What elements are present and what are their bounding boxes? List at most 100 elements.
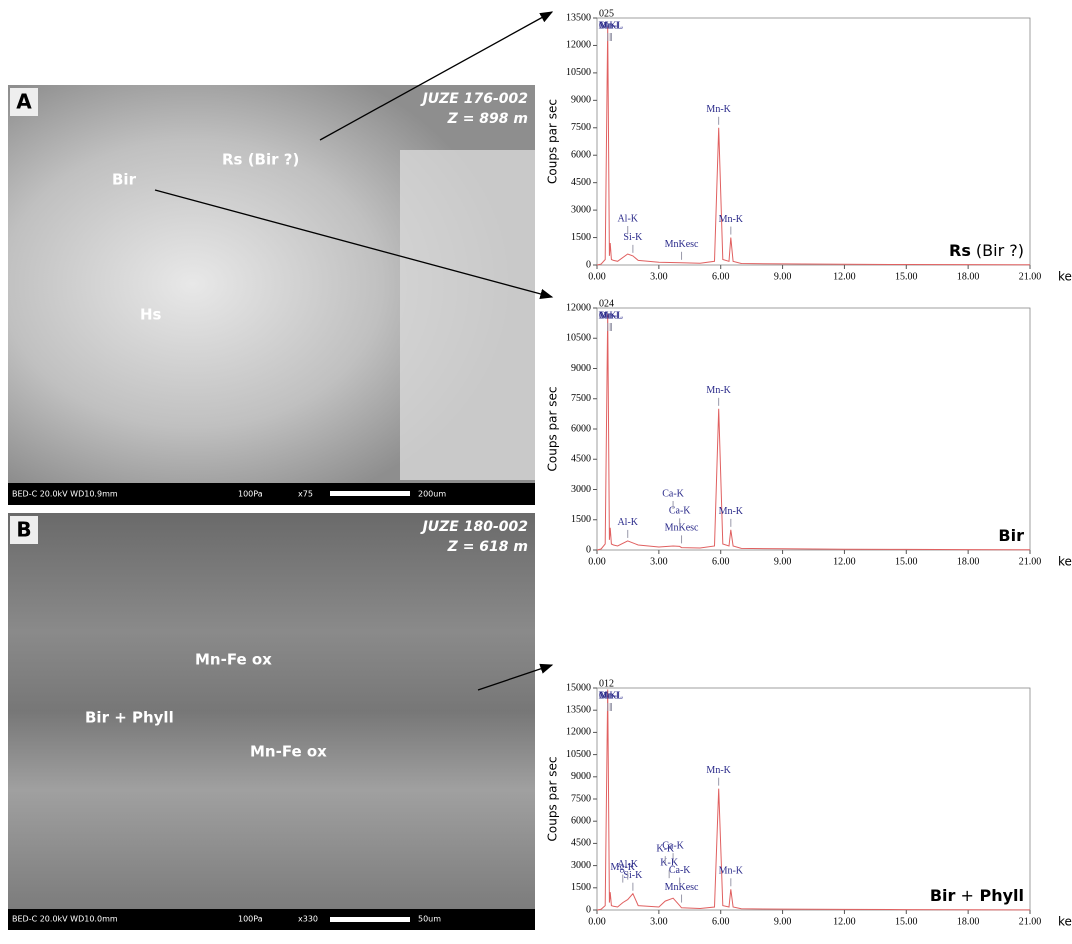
- y-tick-label: 6000: [571, 423, 591, 434]
- x-unit: kev: [1058, 555, 1072, 569]
- y-tick-label: 13500: [566, 704, 591, 715]
- sem-image-b: [8, 513, 535, 930]
- y-tick-label: 3000: [571, 484, 591, 495]
- x-tick-label: 6.00: [712, 916, 730, 927]
- depth: Z = 898 m: [447, 111, 528, 127]
- sample-label-part: Rs: [949, 241, 971, 260]
- panel-letter: B: [16, 518, 31, 542]
- y-tick-label: 7500: [571, 393, 591, 404]
- image-footer-text: BED-C 20.0kV WD10.0mm: [12, 915, 118, 924]
- image-label: Mn-Fe ox: [250, 743, 327, 761]
- x-unit: kev: [1058, 915, 1072, 929]
- peak-label: K-K: [656, 843, 675, 854]
- sample-label: Rs (Bir ?): [949, 241, 1024, 260]
- plot-frame: [596, 687, 1031, 911]
- peak-label: Mn-K: [706, 104, 731, 115]
- y-tick-label: 12000: [566, 727, 591, 738]
- peak-label: Al-K: [617, 859, 638, 870]
- x-tick-label: 6.00: [712, 271, 730, 282]
- sample-id: JUZE 176-002: [420, 91, 528, 107]
- image-footer-text: x75: [298, 490, 313, 499]
- image-footer-text: 100Pa: [238, 490, 263, 499]
- peak-label: Ca-K: [669, 865, 691, 876]
- sample-id: JUZE 180-002: [420, 519, 528, 535]
- image-label: Bir: [112, 171, 137, 189]
- peak-label: Mn-K: [719, 506, 744, 517]
- x-tick-label: 6.00: [712, 556, 730, 567]
- chart-title: 012: [599, 678, 614, 689]
- spectrum-line: [596, 689, 1031, 911]
- y-tick-label: 3000: [571, 204, 591, 215]
- image: [8, 513, 535, 909]
- y-tick-label: 9000: [571, 771, 591, 782]
- y-tick-label: 6000: [571, 815, 591, 826]
- peak-label: MnKesc: [665, 523, 699, 534]
- image-label: Hs: [140, 306, 162, 324]
- peak-label: Mn-K: [719, 214, 744, 225]
- peak-label: Si-K: [623, 232, 643, 243]
- y-tick-label: 4500: [571, 454, 591, 465]
- image-footer-text: BED-C 20.0kV WD10.9mm: [12, 490, 118, 499]
- sample-label-part: Phyll: [974, 886, 1024, 905]
- arrows: [154, 11, 554, 691]
- y-tick-label: 9000: [571, 95, 591, 106]
- image-label: Mn-Fe ox: [195, 651, 272, 669]
- sample-label: Bir + Phyll: [930, 886, 1024, 905]
- peak-label: Mn-L: [599, 20, 622, 31]
- y-tick-label: 10500: [566, 67, 591, 78]
- y-tick-label: 3000: [571, 860, 591, 871]
- peak-label: Al-K: [617, 213, 638, 224]
- y-tick-label: 7500: [571, 793, 591, 804]
- y-tick-label: 1500: [571, 882, 591, 893]
- y-tick-label: 9000: [571, 363, 591, 374]
- spectrum-line: [596, 314, 1031, 551]
- peak-label: Mn-L: [600, 690, 623, 701]
- peak-label: Al-K: [617, 517, 638, 528]
- y-tick-label: 1500: [571, 514, 591, 525]
- y-tick-label: 4500: [571, 838, 591, 849]
- peak-label: Mn-K: [706, 765, 731, 776]
- x-tick-label: 21.00: [1019, 916, 1042, 927]
- sample-label-part: +: [955, 886, 974, 905]
- depth: Z = 618 m: [447, 539, 528, 555]
- image-footer: [8, 909, 535, 930]
- sample-label: Bir: [998, 526, 1024, 545]
- image-footer-text: x330: [298, 915, 318, 924]
- peak-label: Ca-K: [662, 488, 684, 499]
- y-tick-label: 10500: [566, 749, 591, 760]
- y-tick-label: 0: [586, 904, 591, 915]
- image-label: Rs (Bir ?): [222, 151, 299, 169]
- x-tick-label: 15.00: [895, 556, 918, 567]
- x-tick-label: 9.00: [774, 916, 792, 927]
- x-tick-label: 18.00: [957, 271, 980, 282]
- spectrum-line: [596, 27, 1031, 266]
- x-tick-label: 18.00: [957, 556, 980, 567]
- x-tick-label: 21.00: [1019, 556, 1042, 567]
- image-region: [400, 150, 535, 480]
- x-tick-label: 3.00: [650, 556, 668, 567]
- image-footer-text: 50um: [418, 915, 441, 924]
- x-tick-label: 12.00: [833, 271, 856, 282]
- x-tick-label: 12.00: [833, 556, 856, 567]
- peak-label: Mn-L: [599, 310, 622, 321]
- sample-label-part: Bir: [930, 886, 956, 905]
- peak-label: Mn-K: [719, 866, 744, 877]
- peak-label: Mg-K: [611, 862, 636, 873]
- peak-label: Mn-K: [706, 385, 731, 396]
- y-axis-label: Coups par sec: [546, 387, 560, 472]
- plot-frame: [596, 307, 1031, 551]
- x-tick-label: 3.00: [650, 271, 668, 282]
- scale-bar: [330, 491, 410, 496]
- y-tick-label: 6000: [571, 150, 591, 161]
- x-tick-label: 15.00: [895, 916, 918, 927]
- x-tick-label: 15.00: [895, 271, 918, 282]
- sem-image-a: [8, 85, 535, 505]
- image-footer-text: 200um: [418, 490, 446, 499]
- peak-label: Si-K: [623, 870, 643, 881]
- x-tick-label: 18.00: [957, 916, 980, 927]
- x-tick-label: 12.00: [833, 916, 856, 927]
- arrow: [154, 189, 554, 299]
- chart-title: 024: [599, 298, 614, 309]
